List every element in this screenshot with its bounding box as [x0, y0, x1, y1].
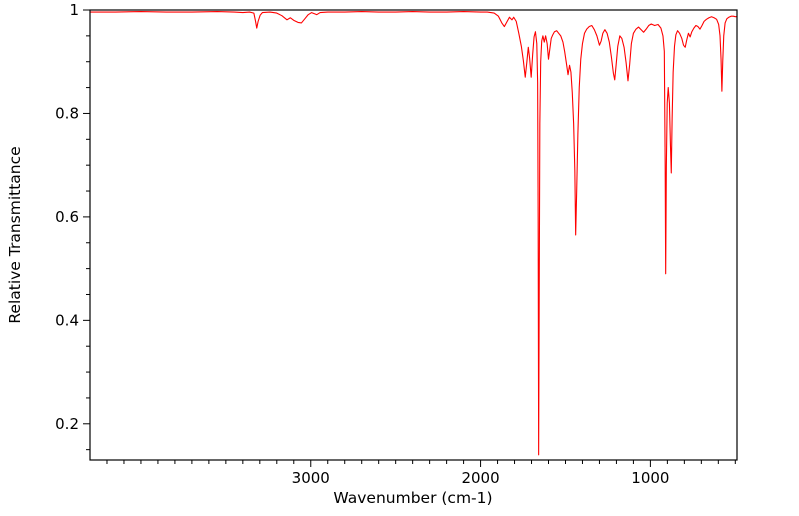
- tick-labels: 3000 2000 1000 0.2 0.4 0.6 0.8 1: [55, 1, 669, 487]
- svg-text:0.6: 0.6: [55, 208, 79, 226]
- svg-text:1: 1: [69, 1, 79, 19]
- svg-text:1000: 1000: [631, 469, 669, 487]
- x-axis-label: Wavenumber (cm-1): [333, 489, 492, 507]
- svg-text:0.4: 0.4: [55, 311, 79, 329]
- major-ticks: [83, 9, 651, 467]
- svg-text:2000: 2000: [461, 469, 499, 487]
- plot-area: [90, 10, 737, 460]
- spectrum-line: [89, 11, 738, 456]
- svg-text:3000: 3000: [292, 469, 330, 487]
- plot-border: [89, 9, 738, 461]
- svg-text:0.8: 0.8: [55, 104, 79, 122]
- svg-text:0.2: 0.2: [55, 415, 79, 433]
- minor-ticks: [86, 35, 736, 464]
- y-axis-label: Relative Transmittance: [6, 146, 24, 323]
